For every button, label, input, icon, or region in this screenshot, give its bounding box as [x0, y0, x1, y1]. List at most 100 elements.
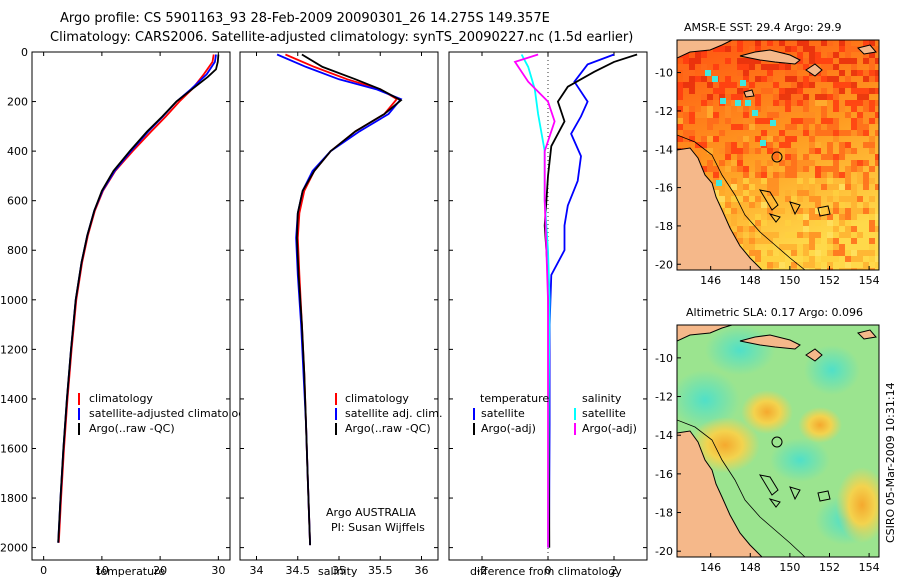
sst-cell — [797, 196, 803, 202]
legend-label-temp-argo: Argo(-adj) — [481, 422, 536, 435]
sst-cell — [719, 148, 725, 154]
sst-cell — [863, 268, 869, 270]
sst-cell — [863, 88, 869, 94]
map-y-tick-label: -10 — [655, 67, 673, 80]
sst-cell — [749, 232, 755, 238]
map-y-tick-label: -20 — [655, 545, 673, 558]
sst-cell — [833, 100, 839, 106]
sst-cell — [779, 130, 785, 136]
sst-cell — [761, 220, 767, 226]
sst-cell — [725, 202, 731, 208]
sst-cell — [761, 40, 767, 46]
sst-cell — [803, 250, 809, 256]
sst-cell — [767, 142, 773, 148]
sst-cell — [821, 124, 827, 130]
sst-map-frame — [676, 39, 880, 271]
sst-cell — [827, 118, 833, 124]
sst-cell — [809, 76, 815, 82]
sst-cell — [791, 76, 797, 82]
sst-cell — [869, 106, 875, 112]
sst-cell — [809, 58, 815, 64]
sst-cell — [845, 172, 851, 178]
australia-land — [677, 147, 763, 270]
sst-cell — [719, 202, 725, 208]
sst-cell — [725, 76, 731, 82]
sst-cell — [821, 118, 827, 124]
sst-cell — [725, 142, 731, 148]
sst-cell — [743, 70, 749, 76]
sst-cell — [803, 118, 809, 124]
sst-cell — [821, 112, 827, 118]
sst-cell — [827, 244, 833, 250]
sst-cell — [755, 46, 761, 52]
y-tick-label: 1000 — [0, 294, 28, 307]
sst-cell — [863, 112, 869, 118]
sst-cell — [851, 196, 857, 202]
legend-label-argo: Argo(..raw -QC) — [345, 422, 431, 435]
sst-cell — [791, 46, 797, 52]
sst-cell — [779, 244, 785, 250]
sst-cell — [863, 106, 869, 112]
sst-cell — [833, 166, 839, 172]
sst-cell — [845, 58, 851, 64]
sst-cell — [845, 196, 851, 202]
sla-low-anomaly — [705, 325, 775, 375]
sst-cell — [815, 46, 821, 52]
sst-cell — [821, 70, 827, 76]
sst-cell — [755, 100, 761, 106]
sst-cell — [809, 262, 815, 268]
sst-cell — [875, 58, 879, 64]
map-y-tick-label: -18 — [655, 220, 673, 233]
sst-cell — [833, 172, 839, 178]
sst-cell — [833, 124, 839, 130]
sst-cell — [725, 184, 731, 190]
sst-cell — [839, 106, 845, 112]
sst-cell — [755, 118, 761, 124]
sst-cell — [761, 130, 767, 136]
sst-cell — [785, 148, 791, 154]
sst-cell — [761, 76, 767, 82]
sst-cell — [797, 178, 803, 184]
sst-cell — [773, 64, 779, 70]
y-tick-label: 2000 — [0, 542, 28, 555]
sst-cell — [725, 208, 731, 214]
sst-cell — [845, 256, 851, 262]
sst-cell — [683, 112, 689, 118]
sla-low-anomaly — [770, 438, 830, 482]
sst-cell — [791, 262, 797, 268]
sst-cell — [869, 76, 875, 82]
sst-cell — [731, 220, 737, 226]
sst-cell — [827, 58, 833, 64]
sst-cell — [755, 160, 761, 166]
sst-cell — [803, 64, 809, 70]
sst-cell — [797, 118, 803, 124]
sst-cell — [707, 112, 713, 118]
sst-cell — [821, 58, 827, 64]
sst-cell — [815, 124, 821, 130]
sst-cell — [851, 256, 857, 262]
x-tick-label: 2 — [611, 564, 618, 577]
sst-cell — [683, 82, 689, 88]
sst-cell — [701, 142, 707, 148]
map-y-tick-label: -16 — [655, 468, 673, 481]
sst-cell — [821, 166, 827, 172]
sst-cell — [737, 238, 743, 244]
sst-cell — [761, 166, 767, 172]
credit-pi: PI: Susan Wijffels — [331, 521, 425, 534]
sst-cell — [785, 154, 791, 160]
sst-cell — [779, 166, 785, 172]
sst-cell — [851, 226, 857, 232]
x-tick-label: 35 — [332, 564, 346, 577]
map-y-tick-label: -20 — [655, 258, 673, 271]
sst-cell — [737, 226, 743, 232]
sst-cell — [737, 64, 743, 70]
sst-cell — [719, 82, 725, 88]
sst-cell — [797, 262, 803, 268]
sst-cell — [803, 76, 809, 82]
sst-cell-low — [752, 110, 758, 116]
sst-cell — [857, 118, 863, 124]
sst-cell — [833, 130, 839, 136]
sst-cell — [851, 130, 857, 136]
sst-cell — [863, 100, 869, 106]
sst-cell — [827, 52, 833, 58]
